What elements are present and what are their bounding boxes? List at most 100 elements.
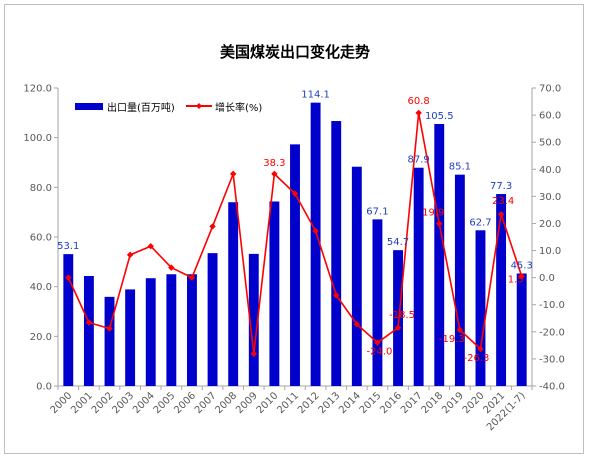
bar-value-label: 62.7 bbox=[469, 217, 491, 228]
growth-point-2010 bbox=[271, 170, 278, 178]
y-left-tick-label: 0.0 bbox=[36, 382, 52, 393]
x-tick-label: 2002 bbox=[90, 390, 116, 416]
legend-label-line: 增长率(%) bbox=[215, 101, 262, 114]
y-right-tick-label: 60.0 bbox=[539, 111, 561, 122]
legend-swatch-bars bbox=[75, 103, 103, 110]
growth-value-label: 38.3 bbox=[263, 158, 285, 169]
bar-value-label: 45.3 bbox=[511, 261, 533, 272]
x-tick-label: 2000 bbox=[49, 390, 75, 416]
x-tick-label: 2003 bbox=[110, 390, 136, 416]
bar-export-2000 bbox=[63, 254, 74, 386]
y-left-tick-label: 120.0 bbox=[23, 84, 52, 95]
x-tick-label: 2011 bbox=[275, 390, 301, 416]
legend-label-bars: 出口量(百万吨) bbox=[107, 101, 175, 114]
x-tick-label: 2015 bbox=[358, 390, 384, 416]
bar-export-2003 bbox=[125, 289, 136, 386]
growth-value-label: -18.5 bbox=[389, 310, 415, 321]
bar-export-2013 bbox=[331, 121, 342, 387]
y-right-tick-label: 70.0 bbox=[539, 84, 561, 95]
bar-export-2007 bbox=[207, 253, 218, 386]
growth-point-2012 bbox=[312, 227, 319, 235]
growth-point-2008 bbox=[229, 170, 237, 178]
y-right-tick-label: 10.0 bbox=[539, 246, 561, 257]
x-tick-label: 2010 bbox=[255, 390, 281, 416]
chart-frame: 美国煤炭出口变化走势 0.0 20.0 40.0 60.0 80.0 100.0 120.0… bbox=[4, 4, 584, 454]
x-tick-label: 2007 bbox=[193, 390, 219, 416]
y-left-tick-label: 20.0 bbox=[30, 332, 52, 343]
bar-export-2010 bbox=[269, 201, 280, 386]
bar-value-label: 67.1 bbox=[366, 206, 388, 217]
growth-point-2005 bbox=[168, 264, 175, 271]
growth-value-label: 23.4 bbox=[492, 196, 514, 207]
y-right-tick-label: 0.0 bbox=[539, 273, 555, 284]
growth-value-label: -19.3 bbox=[439, 334, 465, 345]
growth-point-2001 bbox=[85, 319, 93, 326]
growth-value-label: -26.3 bbox=[464, 353, 490, 364]
bar-export-2001 bbox=[83, 275, 94, 386]
line-group bbox=[65, 109, 525, 357]
growth-point-2006 bbox=[188, 274, 196, 281]
data-labels-group: 53.1 114.1 67.1 54.7 87.9 105.5 85.1 62.7 77.3 45… bbox=[57, 90, 533, 364]
growth-value-label: 19.9 bbox=[422, 208, 444, 219]
legend: 出口量(百万吨) 增长率(%) bbox=[75, 101, 262, 114]
growth-value-label: 1.5 bbox=[508, 274, 524, 285]
y-right-tick-label: -10.0 bbox=[539, 300, 565, 311]
growth-value-label: -24.0 bbox=[366, 347, 392, 358]
y-right-tick-label: 20.0 bbox=[539, 219, 561, 230]
bar-export-2014 bbox=[351, 166, 362, 386]
bar-value-label: 53.1 bbox=[57, 241, 79, 252]
bar-export-2002 bbox=[104, 296, 115, 386]
x-tick-label: 2019 bbox=[440, 390, 466, 416]
bar-export-2021 bbox=[496, 194, 507, 386]
growth-point-2013 bbox=[333, 292, 340, 299]
x-tick-label: 2017 bbox=[399, 390, 425, 416]
chart-canvas: 美国煤炭出口变化走势 0.0 20.0 40.0 60.0 80.0 100.0 120.0… bbox=[23, 43, 565, 433]
x-tick-label: 2008 bbox=[214, 390, 240, 416]
bar-value-label: 105.5 bbox=[425, 111, 454, 122]
growth-point-2015 bbox=[374, 339, 381, 346]
growth-point-2022(1-7) bbox=[518, 273, 525, 280]
y-left-tick-label: 100.0 bbox=[23, 133, 52, 144]
x-tick-label: 2014 bbox=[337, 390, 363, 416]
y-right-tick-label: 40.0 bbox=[539, 165, 561, 176]
growth-point-2002 bbox=[106, 325, 113, 332]
bar-export-2006 bbox=[187, 274, 197, 386]
bar-export-2019 bbox=[454, 174, 465, 386]
bar-export-2012 bbox=[310, 102, 321, 386]
bar-export-2018 bbox=[434, 124, 445, 386]
bar-value-label: 114.1 bbox=[301, 90, 330, 101]
x-tick-label: 2020 bbox=[461, 390, 487, 416]
bar-export-2020 bbox=[475, 230, 486, 386]
bar-export-2022(1-7) bbox=[516, 273, 527, 386]
bar-value-label: 77.3 bbox=[490, 181, 512, 192]
chart-title: 美国煤炭出口变化走势 bbox=[220, 43, 370, 61]
growth-point-2007 bbox=[209, 223, 216, 230]
x-tick-label: 2006 bbox=[172, 390, 198, 416]
x-tick-label: 2016 bbox=[378, 390, 404, 416]
y-left-tick-label: 60.0 bbox=[30, 233, 52, 244]
y-right-tick-label: -40.0 bbox=[539, 382, 565, 393]
y-left-tick-label: 40.0 bbox=[30, 282, 52, 293]
x-tick-label: 2005 bbox=[152, 390, 178, 416]
bar-value-label: 54.7 bbox=[387, 237, 409, 248]
bar-export-2008 bbox=[228, 202, 239, 386]
growth-point-2018 bbox=[436, 220, 443, 227]
growth-point-2000 bbox=[65, 274, 72, 281]
bar-value-label: 85.1 bbox=[449, 162, 471, 173]
growth-point-2020 bbox=[477, 345, 484, 353]
legend-swatch-marker bbox=[196, 103, 202, 109]
growth-point-2019 bbox=[456, 326, 464, 334]
bar-export-2005 bbox=[166, 274, 177, 386]
growth-point-2009 bbox=[250, 350, 257, 357]
x-tick-label: 2013 bbox=[317, 390, 343, 416]
y-left-tick-label: 80.0 bbox=[30, 183, 52, 194]
growth-point-2017 bbox=[415, 109, 422, 117]
growth-point-2016 bbox=[394, 324, 402, 331]
x-tick-label: 2004 bbox=[131, 390, 157, 416]
growth-point-2004 bbox=[147, 243, 154, 250]
growth-point-2021 bbox=[497, 211, 505, 218]
growth-value-label: 60.8 bbox=[408, 96, 430, 107]
x-tick-label: 2012 bbox=[296, 390, 322, 416]
bar-export-2016 bbox=[393, 250, 403, 386]
x-tick-label: 2009 bbox=[234, 390, 260, 416]
